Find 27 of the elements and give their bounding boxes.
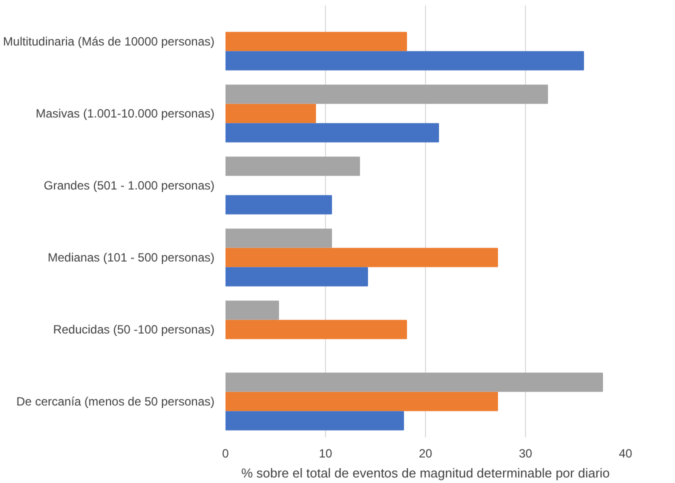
x-tick-label: 30	[518, 446, 532, 460]
bar	[226, 123, 439, 142]
bar	[226, 228, 332, 248]
bar	[226, 84, 548, 104]
y-tick-label: Multitudinaria (Más de 10000 personas)	[3, 34, 215, 48]
x-tick-label: 20	[418, 446, 432, 460]
bar	[226, 248, 498, 268]
bar	[226, 195, 332, 214]
x-axis-title: % sobre el total de eventos de magnitud determinable por diario	[241, 466, 610, 480]
x-tick-label: 10	[318, 446, 332, 460]
bar	[226, 300, 279, 320]
y-tick-label: Reducidas (50 -100 personas)	[53, 322, 215, 336]
y-tick-label: Medianas (101 - 500 personas)	[48, 250, 215, 264]
bar	[226, 411, 404, 430]
bar	[226, 267, 368, 286]
bar	[226, 392, 498, 412]
bar	[226, 372, 603, 392]
x-tick-label: 0	[222, 446, 230, 460]
bar	[226, 51, 584, 70]
bar	[226, 320, 407, 340]
bar	[226, 32, 407, 52]
x-tick-label: 40	[618, 446, 632, 460]
bar	[226, 156, 360, 176]
y-tick-label: Grandes (501 - 1.000 personas)	[44, 178, 215, 192]
y-tick-label: De cercanía (menos de 50 personas)	[16, 394, 215, 408]
y-tick-label: Masivas (1.001-10.000 personas)	[36, 106, 215, 120]
bar	[226, 104, 316, 124]
